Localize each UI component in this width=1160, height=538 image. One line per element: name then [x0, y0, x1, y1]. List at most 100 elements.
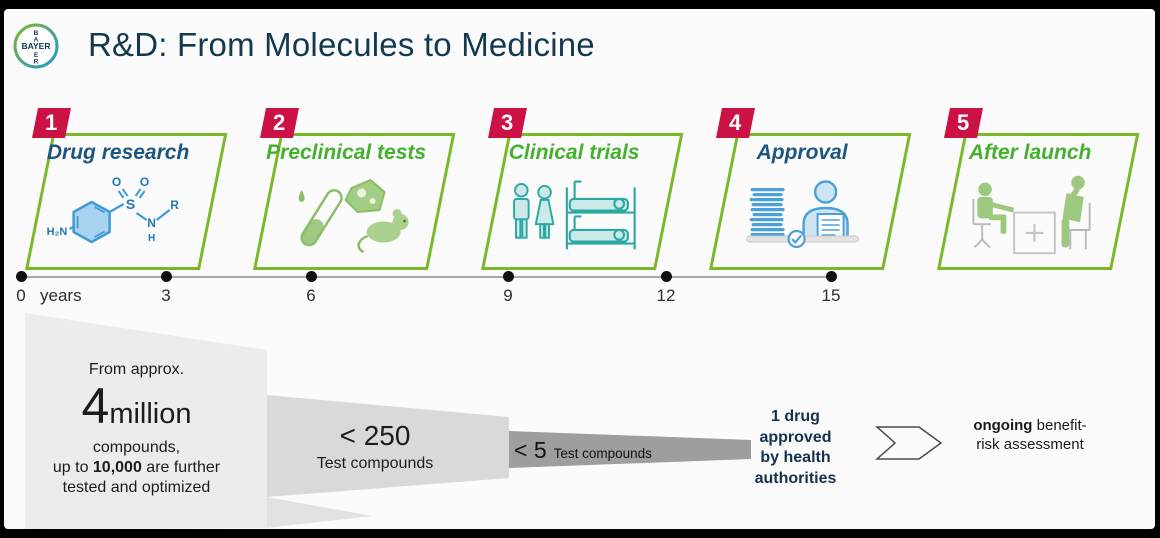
stage-number: 1 — [45, 110, 58, 135]
stage-number-badge: 5 — [944, 108, 983, 138]
funnel-stage3-shape — [509, 431, 751, 468]
patients-and-beds-icon — [512, 180, 636, 250]
table-with-cross-icon — [1012, 211, 1056, 255]
funnel-stage2-label: Test compounds — [316, 455, 434, 472]
chair-icon — [971, 198, 991, 249]
molecule-sulfur-label: S — [125, 196, 134, 212]
stage-number-badge: 2 — [260, 108, 299, 138]
molecule-oxygen-label: O — [139, 175, 148, 189]
bayer-logo: BAYER B A E R — [13, 23, 59, 69]
ongoing-bold-word: ongoing — [973, 417, 1033, 434]
stage-box-preclinical-tests: Preclinical tests — [253, 133, 456, 270]
bayer-logo-text-horizontal: BAYER — [22, 41, 51, 51]
funnel-stage1-number: 4 — [81, 378, 110, 434]
stage-content: After launch — [941, 136, 1110, 267]
funnel-graphic — [25, 313, 943, 529]
funnel-stage1-number-suffix: million — [109, 398, 192, 430]
funnel-stage1-intro: From approx. — [88, 361, 185, 378]
page-title: R&D: From Molecules to Medicine — [88, 26, 595, 63]
patient-person-icon — [1061, 175, 1085, 248]
molecule-hydrogen-label: H — [147, 233, 154, 244]
bayer-logo-letter: R — [34, 59, 39, 66]
stage-content: Approval — [713, 136, 882, 267]
funnel-stage1-shape — [25, 313, 267, 529]
timeline-dot — [661, 271, 672, 282]
funnel-stage1-line3: tested and optimized — [62, 479, 211, 496]
stage-number-badge: 3 — [488, 108, 527, 138]
funnel-result-line3: by health — [760, 449, 831, 466]
funnel-stage3-label: Test compounds — [553, 446, 652, 461]
funnel-stage1-line2-pre: up to — [52, 459, 93, 476]
timeline-tick-label: 9 — [503, 286, 513, 305]
funnel-stage1-line1: compounds, — [92, 439, 181, 456]
funnel-stage2-value: < 250 — [339, 420, 411, 451]
stage-title: Preclinical tests — [266, 141, 427, 164]
funnel-stage2-shape — [267, 395, 509, 497]
timeline-tick-label: 3 — [161, 286, 171, 305]
molecule-nitrogen-label: N — [147, 216, 156, 230]
stage-content: Preclinical tests — [257, 136, 426, 267]
consultation-icon — [971, 175, 1091, 255]
ongoing-line1-rest: benefit- — [1032, 417, 1087, 434]
timeline-unit-label: years — [40, 286, 82, 305]
bayer-logo-ring — [13, 23, 59, 69]
chair-icon — [1065, 202, 1091, 250]
patients-icon — [512, 183, 554, 239]
funnel-result-line1: 1 drug — [771, 408, 820, 425]
timeline-tick-label: 15 — [821, 286, 841, 305]
stage-number: 4 — [729, 110, 742, 135]
ongoing-line2: risk assessment — [976, 436, 1084, 453]
funnel-stage1-detail: compounds, up to 10,000 are further test… — [39, 438, 234, 498]
timeline-tick-label: 12 — [656, 286, 676, 305]
reviewer-person-icon — [801, 180, 849, 241]
funnel-stage1-line2-bold: 10,000 — [92, 459, 142, 476]
molecule-icon: H₂N S O O N H R — [46, 175, 179, 244]
timeline-tick-label: 6 — [306, 286, 316, 305]
stage-content: Clinical trials — [485, 136, 654, 267]
molecule-amine-label: H₂N — [46, 226, 67, 238]
timeline-dot — [306, 271, 317, 282]
stage-title: Drug research — [46, 141, 190, 164]
stage-title: After launch — [968, 141, 1092, 164]
stage-box-after-launch: After launch — [937, 133, 1140, 270]
funnel-stage2-text: < 250 Test compounds — [290, 420, 460, 473]
funnel-stage3-text: < 5 Test compounds — [514, 437, 689, 464]
chevron-arrow-icon — [875, 426, 943, 460]
mouse-icon — [356, 209, 409, 254]
funnel-result-line4: authorities — [754, 469, 837, 487]
timeline-tick-label: 0 — [16, 286, 26, 305]
stage-number: 2 — [273, 110, 286, 135]
funnel-stage3-value: < 5 — [514, 437, 547, 463]
timeline-line — [21, 276, 831, 278]
funnel-stage1-big-number: 4 million — [39, 378, 234, 438]
molecule-oxygen-label: O — [111, 175, 120, 189]
hospital-beds-icon — [565, 180, 636, 250]
funnel-stage1-text: From approx. 4 million compounds, up to 1… — [39, 361, 234, 498]
slide-background: BAYER B A E R R&D: From Molecules to Med… — [4, 9, 1155, 529]
checkmark-icon — [786, 229, 806, 249]
stage-number-badge: 4 — [716, 108, 755, 138]
timeline-dot — [826, 271, 837, 282]
test-tube-cell-mouse-icon — [298, 179, 409, 254]
ongoing-assessment-text: ongoing benefit- risk assessment — [950, 416, 1110, 454]
timeline-dot — [503, 271, 514, 282]
stage-number: 5 — [957, 110, 970, 135]
bayer-logo-letter: E — [34, 52, 39, 59]
stage-number: 3 — [501, 110, 514, 135]
bayer-logo-letter: B — [34, 30, 39, 37]
droplet-icon — [298, 190, 305, 202]
funnel-stage1-fold-shape — [267, 497, 372, 528]
stage-number-badge: 1 — [32, 108, 71, 138]
document-review-icon — [745, 180, 859, 249]
timeline-dot — [16, 271, 27, 282]
stage-box-clinical-trials: Clinical trials — [481, 133, 684, 270]
stage-title: Approval — [756, 141, 848, 164]
timeline-dot — [161, 271, 172, 282]
funnel-result-line2: approved — [759, 428, 832, 446]
stage-box-drug-research: Drug research H₂N S O O N H R — [25, 133, 228, 270]
funnel-result-text: 1 drug approved by health authorities — [723, 407, 868, 489]
stage-title: Clinical trials — [508, 141, 640, 164]
bayer-logo-letter: A — [34, 37, 39, 44]
stage-content: Drug research H₂N S O O N H R — [29, 136, 198, 267]
paper-stack-icon — [749, 188, 785, 237]
